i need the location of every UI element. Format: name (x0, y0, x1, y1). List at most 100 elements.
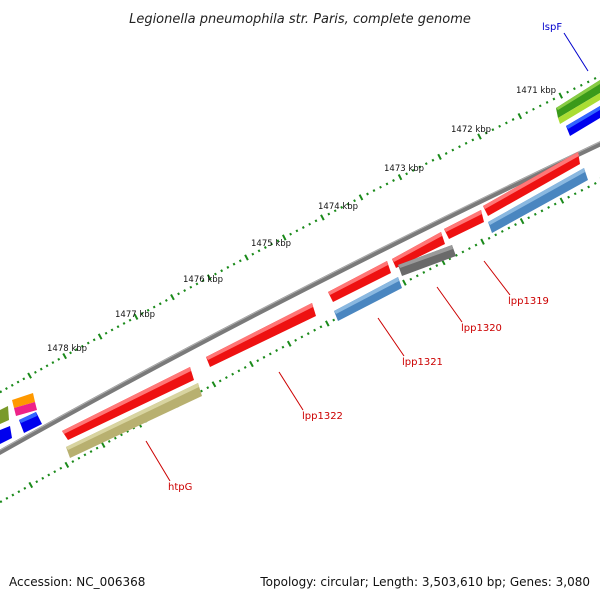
outer-ruler-tick (358, 194, 364, 201)
outer-ruler-tick (158, 302, 162, 306)
outer-ruler-tick (128, 318, 132, 322)
outer-ruler-tick (116, 325, 120, 329)
inner-ruler-tick (325, 320, 330, 327)
inner-ruler-tick (225, 376, 228, 379)
outer-ruler-tick (552, 97, 556, 101)
outer-ruler-tick (51, 361, 55, 365)
outer-ruler-tick (104, 331, 108, 335)
tick-label-1477: 1477 kbp (115, 310, 155, 320)
outer-ruler-tick (366, 192, 369, 196)
blast-hit-lpp1321-top (334, 277, 399, 314)
olive-track-feature (0, 406, 9, 424)
inner-ruler-tick (53, 470, 57, 474)
outer-ruler-tick (146, 308, 150, 312)
cds-lpp1319-top (483, 152, 579, 209)
outer-ruler-tick (314, 219, 318, 223)
genome-backbone (0, 141, 600, 456)
outer-ruler-tick (86, 341, 90, 345)
inner-ruler-tick (409, 277, 413, 281)
outer-ruler-tick (498, 124, 501, 128)
cds-lpp1321b-top (328, 261, 388, 295)
outer-ruler-tick (92, 338, 96, 342)
inner-ruler-tick (527, 216, 531, 220)
outer-ruler-tick (451, 148, 455, 152)
inner-ruler-tick (587, 185, 590, 189)
gene-label-htpG: htpG (168, 482, 192, 493)
outer-ruler-tick (22, 377, 26, 381)
inner-ruler-tick (533, 212, 537, 216)
inner-ruler-tick (468, 247, 471, 250)
outer-ruler-tick (471, 138, 475, 142)
accession-text: Accession: NC_006368 (9, 575, 145, 589)
inner-ruler-tick (428, 267, 432, 271)
cds-htpG-top (62, 367, 191, 434)
inner-ruler-tick (231, 372, 235, 376)
inner-ruler-tick (286, 340, 292, 347)
tick-label-1476: 1476 kbp (183, 275, 223, 285)
inner-ruler-tick (11, 493, 15, 497)
outer-ruler-tick (177, 292, 180, 296)
outer-ruler-tick (397, 174, 403, 181)
inner-ruler-tick (83, 453, 87, 457)
leader-lpp1321 (377, 317, 405, 357)
outer-ruler-tick (579, 83, 583, 87)
ruler-inner (0, 177, 600, 504)
leader-lpp1320 (436, 286, 463, 323)
outer-ruler-tick (16, 380, 20, 384)
inner-ruler-tick (547, 206, 550, 209)
outer-ruler-tick (458, 145, 461, 149)
outer-ruler-tick (251, 252, 255, 256)
inner-ruler-tick (519, 218, 525, 225)
tick-label-1471: 1471 kbp (516, 86, 556, 96)
inner-ruler-tick (237, 369, 241, 373)
inner-ruler-tick (593, 182, 597, 185)
outer-ruler-tick (80, 344, 84, 348)
outer-ruler-tick (320, 214, 325, 221)
inner-ruler-tick (243, 366, 247, 369)
inner-ruler-tick (332, 318, 336, 322)
tick-label-1478: 1478 kbp (47, 344, 87, 354)
outer-ruler-tick (201, 279, 205, 283)
green-track-feature-top (556, 80, 600, 110)
cds-lpp1321-top (392, 232, 442, 262)
outer-ruler-tick (238, 259, 242, 263)
inner-ruler-tick (262, 355, 266, 359)
outer-ruler-tick (226, 265, 230, 269)
inner-ruler-tick (35, 480, 39, 484)
orange-track-feature (12, 393, 35, 408)
outer-ruler-tick (532, 107, 535, 111)
inner-ruler-tick (474, 243, 478, 247)
map-title: Legionella pneumophila str. Paris, compl… (129, 12, 471, 27)
outer-ruler-tick (57, 357, 61, 361)
inner-ruler-tick (107, 439, 111, 443)
outer-ruler-tick (491, 128, 495, 132)
outer-ruler-tick (437, 153, 442, 160)
tick-label-1472: 1472 kbp (451, 125, 491, 135)
outer-ruler-tick (346, 202, 350, 206)
outer-ruler-tick (545, 100, 549, 104)
outer-ruler-tick (164, 298, 168, 302)
blue-track-feature-left-2 (19, 412, 42, 433)
cds-lpp1320-top (444, 210, 482, 232)
tick-label-1475: 1475 kbp (251, 239, 291, 249)
blast-hit-lpp1319-top (488, 168, 585, 225)
outer-ruler-tick (511, 118, 515, 121)
outer-ruler-tick (97, 333, 103, 340)
gene-label-lspF: lspF (542, 22, 562, 33)
outer-ruler-tick (189, 285, 193, 289)
leader-lpp1322 (278, 371, 304, 411)
outer-ruler-tick (505, 121, 508, 125)
magenta-track-feature (14, 402, 37, 416)
outer-ruler-tick (214, 272, 217, 276)
inner-ruler-tick (567, 195, 570, 199)
outer-ruler-tick (301, 226, 305, 229)
outer-ruler-tick (477, 133, 482, 140)
inner-ruler-tick (415, 274, 419, 278)
inner-ruler-tick (64, 461, 70, 468)
inner-ruler-tick (402, 279, 407, 286)
blast-hit-lpp1320-top (398, 245, 453, 268)
outer-ruler-tick (484, 131, 488, 135)
blast-track (66, 168, 588, 458)
genome-backbone-highlight (0, 141, 600, 451)
